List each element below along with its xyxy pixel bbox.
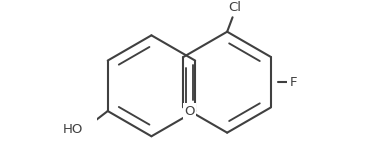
Text: Cl: Cl: [228, 1, 241, 14]
Text: HO: HO: [63, 123, 83, 136]
Text: F: F: [290, 76, 298, 89]
Text: O: O: [184, 104, 195, 117]
